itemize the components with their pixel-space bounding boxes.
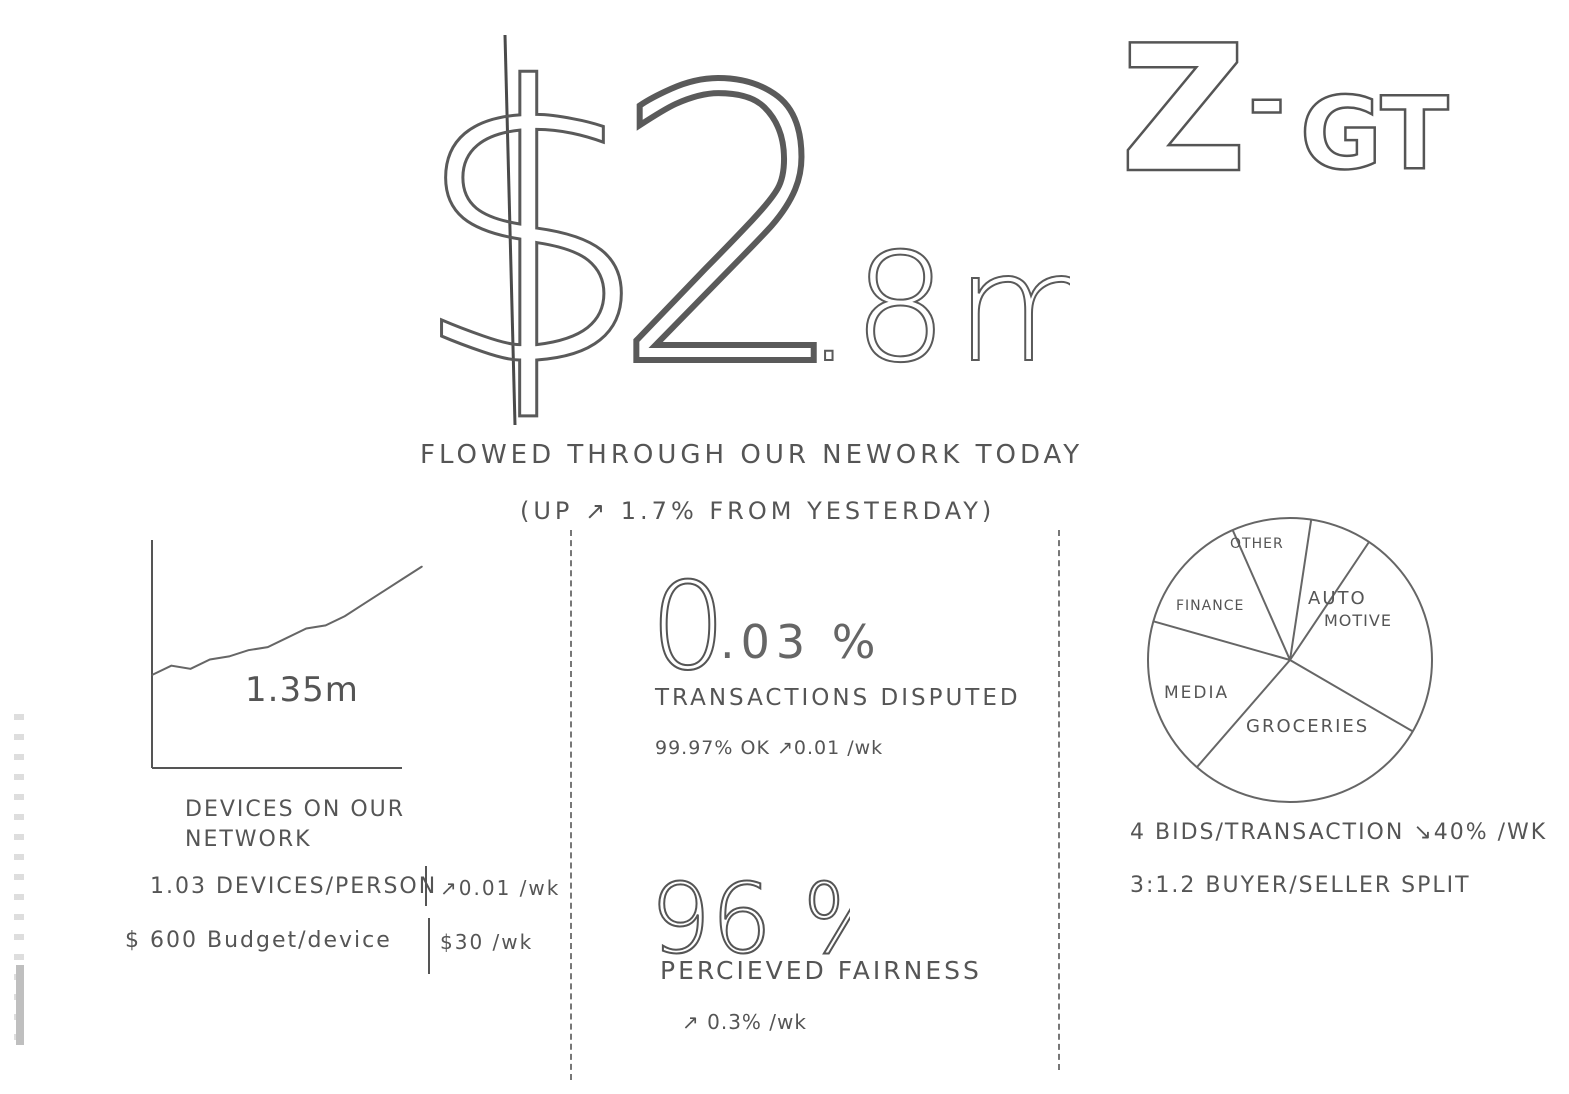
row-separator <box>428 918 430 974</box>
devices-point <box>151 674 153 676</box>
pie-slice-boundary <box>1289 659 1414 733</box>
dollar-stroke <box>503 34 517 426</box>
devices-label-line2: NETWORK <box>185 827 312 852</box>
logo-dash: - <box>1248 49 1285 154</box>
dollar-sign: $ <box>410 20 652 440</box>
pie-label-finance: FINANCE <box>1176 598 1244 614</box>
scan-edge-mark <box>16 965 24 1045</box>
pie-label-media: MEDIA <box>1164 683 1229 703</box>
devices-label-line1: DEVICES ON OUR <box>185 797 406 822</box>
devices-point <box>305 627 308 630</box>
devices-point <box>401 578 404 580</box>
hero-integer: 2 <box>610 20 852 440</box>
pie-slice-boundary <box>1289 519 1313 661</box>
devices-point <box>170 664 173 667</box>
pie-label-automotive-1: AUTO <box>1308 588 1367 609</box>
pie-outline <box>1147 517 1433 803</box>
logo-suffix: GT <box>1300 75 1449 190</box>
devices-chart-value: 1.35m <box>245 670 359 710</box>
hero-subcaption: (UP ↗ 1.7% FROM YESTERDAY) <box>520 497 996 525</box>
fairness-value-text: 96 % <box>650 863 850 960</box>
hero-amount: $ 2 .8 m <box>410 20 1070 440</box>
devices-series-line <box>151 565 423 676</box>
devices-point <box>363 602 365 605</box>
disputed-value-rest: .03 % <box>720 615 882 669</box>
devices-point <box>421 565 423 568</box>
devices-point <box>266 646 269 648</box>
pie-slice-boundary <box>1231 529 1291 661</box>
devices-point <box>344 615 346 617</box>
devices-point <box>228 655 230 658</box>
hero-decimal: .8 <box>805 222 948 396</box>
budget-per-device: $ 600 Budget/device <box>125 928 392 953</box>
disputed-sub: 99.97% OK ↗0.01 /wk <box>655 737 884 759</box>
devices-point <box>382 590 385 593</box>
devices-line-chart <box>151 540 423 769</box>
pie-slice-boundary <box>1196 659 1291 768</box>
column-divider-right <box>1058 530 1060 1070</box>
pie-slice-boundary <box>1289 541 1370 661</box>
fairness-sub: ↗ 0.3% /wk <box>682 1010 807 1034</box>
logo-letter: Z <box>1120 20 1247 190</box>
hero-caption: FLOWED THROUGH OUR NEWORK TODAY <box>420 440 1084 470</box>
scan-edge <box>14 700 24 1050</box>
pie-slice-boundary <box>1153 620 1291 661</box>
devices-label: DEVICES ON OUR NETWORK <box>185 795 415 855</box>
devices-point <box>324 624 327 627</box>
category-pie-chart: OTHER FINANCE AUTO MOTIVE MEDIA GROCERIE… <box>1147 517 1433 803</box>
disputed-value-big: 0 <box>650 570 726 680</box>
budget-per-device-change: $30 /wk <box>440 930 534 954</box>
column-divider-left <box>570 530 572 1080</box>
devices-point <box>189 668 192 670</box>
logo: Z - GT <box>1120 20 1450 190</box>
devices-point <box>209 658 211 661</box>
fairness-label: PERCIEVED FAIRNESS <box>660 956 982 985</box>
pie-label-other: OTHER <box>1230 536 1284 552</box>
devices-per-person: 1.03 DEVICES/PERSON <box>150 874 438 899</box>
pie-label-automotive-2: MOTIVE <box>1324 611 1392 630</box>
row-separator <box>425 866 427 906</box>
devices-point <box>286 637 288 639</box>
buyer-seller-split: 3:1.2 BUYER/SELLER SPLIT <box>1130 873 1471 898</box>
devices-per-person-change: ↗0.01 /wk <box>440 876 561 900</box>
pie-label-groceries: GROCERIES <box>1246 716 1369 737</box>
disputed-value: 0 .03 % <box>650 570 882 680</box>
disputed-label: TRANSACTIONS DISPUTED <box>655 685 1021 711</box>
bids-per-transaction: 4 BIDS/TRANSACTION ↘40% /wk <box>1130 820 1548 845</box>
hero-unit: m <box>955 222 1070 396</box>
devices-point <box>247 649 250 651</box>
fairness-value: 96 % <box>650 862 850 960</box>
